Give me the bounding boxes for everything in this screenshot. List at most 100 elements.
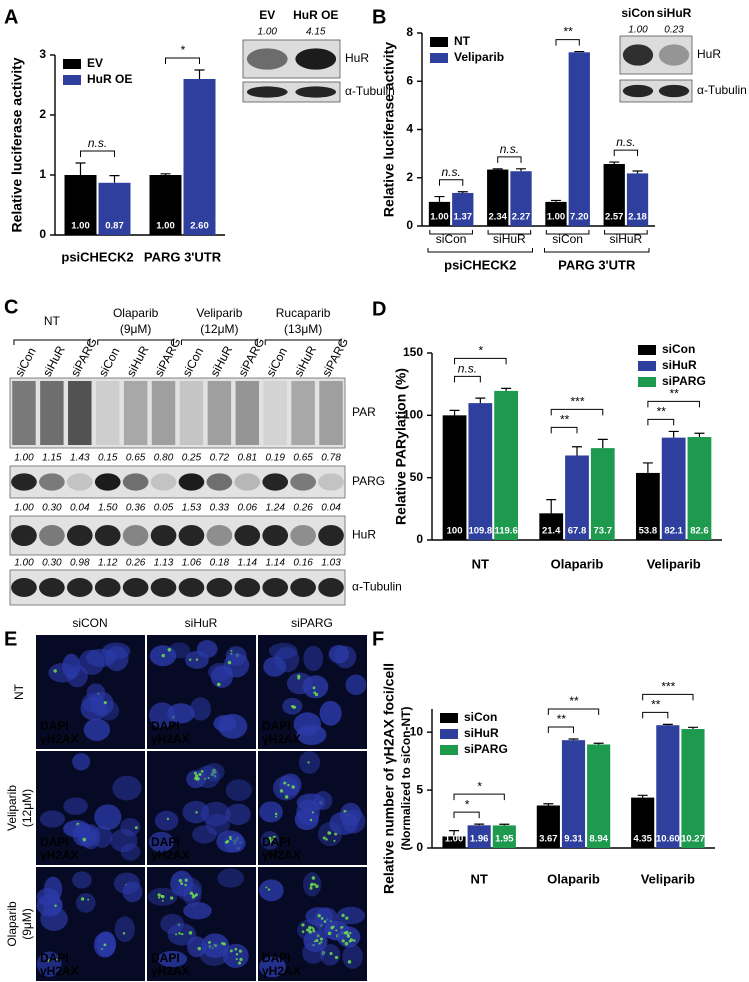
significance-label: ** [656, 405, 666, 419]
value-label: 109.8 [468, 526, 492, 537]
error-bar [160, 173, 171, 175]
focus [320, 917, 324, 920]
blot-band [262, 524, 289, 547]
significance-label: * [180, 43, 185, 57]
value-label: 1.00 [156, 221, 175, 232]
stain-label: DAPI [40, 719, 69, 733]
bar [442, 415, 467, 540]
blot-quant: 0.04 [70, 503, 90, 514]
blot-quant: 0.19 [265, 453, 285, 464]
y-axis-label: Relative number of γH2AX foci/cell [381, 663, 397, 894]
y-tick-label: 5 [416, 782, 423, 796]
bar [487, 169, 509, 226]
focus [169, 896, 174, 900]
bar [561, 740, 586, 848]
legend-label: HuR OE [87, 72, 132, 86]
x-tick-label: NT [472, 556, 489, 571]
y-tick-label: 2 [39, 107, 46, 121]
nucleus [78, 825, 98, 848]
focus [53, 669, 57, 673]
nucleus [225, 803, 251, 826]
focus [235, 953, 239, 956]
error-bar [75, 162, 86, 175]
nucleus [183, 902, 212, 920]
focus [308, 930, 312, 934]
y-axis-label: Relative luciferase activity [9, 57, 25, 232]
blot-band [206, 524, 233, 547]
blot-band [39, 578, 65, 597]
nucleus [66, 665, 88, 688]
blot-quant: 1.14 [238, 558, 258, 569]
focus [275, 815, 277, 818]
lane-label: siHuR [291, 343, 319, 379]
blot-quant: 1.15 [42, 453, 62, 464]
error-bar [572, 446, 582, 456]
lane-label: siHuR [124, 343, 152, 379]
y-tick-label: 150 [403, 345, 423, 359]
blot-band [150, 473, 177, 491]
category-bracket [545, 230, 590, 235]
error-bar [434, 195, 445, 202]
blot-smear [319, 381, 343, 445]
blot-quant: 1.13 [154, 558, 174, 569]
blot-band [122, 524, 149, 547]
significance-bracket [80, 150, 115, 157]
error-bar [492, 168, 503, 170]
bar [467, 825, 491, 848]
focus [333, 839, 336, 842]
value-label: 2.60 [190, 221, 209, 232]
focus [327, 931, 332, 936]
blot-band [94, 578, 121, 597]
focus [330, 926, 334, 930]
value-label: 2.57 [605, 212, 624, 223]
blot-band [178, 473, 205, 491]
x-tick-label: Olaparib [547, 871, 600, 886]
panel-label: E [4, 628, 17, 650]
focus [329, 951, 333, 956]
blot-smear [151, 381, 176, 445]
nucleus [190, 697, 211, 721]
nucleus [90, 691, 114, 717]
nucleus [148, 831, 174, 853]
y-tick-label: 100 [403, 408, 423, 422]
focus [55, 958, 58, 961]
focus [161, 899, 164, 902]
blot-quant: 1.14 [265, 558, 285, 569]
nucleus [149, 702, 176, 728]
row-dose: (9μM) [20, 908, 34, 940]
bar [568, 52, 590, 226]
category-bracket [429, 230, 473, 235]
blot-band [66, 473, 93, 491]
blot-label: PARG [352, 474, 385, 488]
focus [313, 691, 316, 695]
focus [265, 886, 268, 889]
focus [341, 939, 345, 943]
stain-label: DAPI [151, 835, 180, 849]
bar [452, 192, 474, 226]
error-bar [642, 462, 653, 473]
error-bar [568, 738, 579, 741]
legend-swatch [440, 729, 458, 739]
focus [216, 682, 221, 687]
blot-smear [12, 381, 36, 445]
blot-label: PAR [352, 405, 376, 419]
significance-label: n.s. [500, 142, 519, 156]
focus [188, 931, 193, 935]
lane-label: siCon [263, 345, 290, 379]
x-tick-label: Veliparib [647, 556, 701, 571]
focus [279, 789, 284, 793]
focus [343, 931, 347, 935]
bar [149, 175, 182, 235]
focus [237, 961, 242, 965]
bar [590, 448, 615, 540]
focus [166, 817, 170, 821]
treatment-bracket [97, 339, 175, 345]
blot-quant: 1.50 [98, 503, 118, 514]
nucleus [334, 645, 357, 669]
inset-quant: 0.23 [664, 25, 684, 36]
category-bracket [487, 230, 532, 235]
y-tick-label: 0 [416, 532, 423, 546]
focus [235, 958, 238, 961]
y-tick-label: 6 [406, 73, 413, 87]
blot-quant: 0.15 [98, 453, 118, 464]
